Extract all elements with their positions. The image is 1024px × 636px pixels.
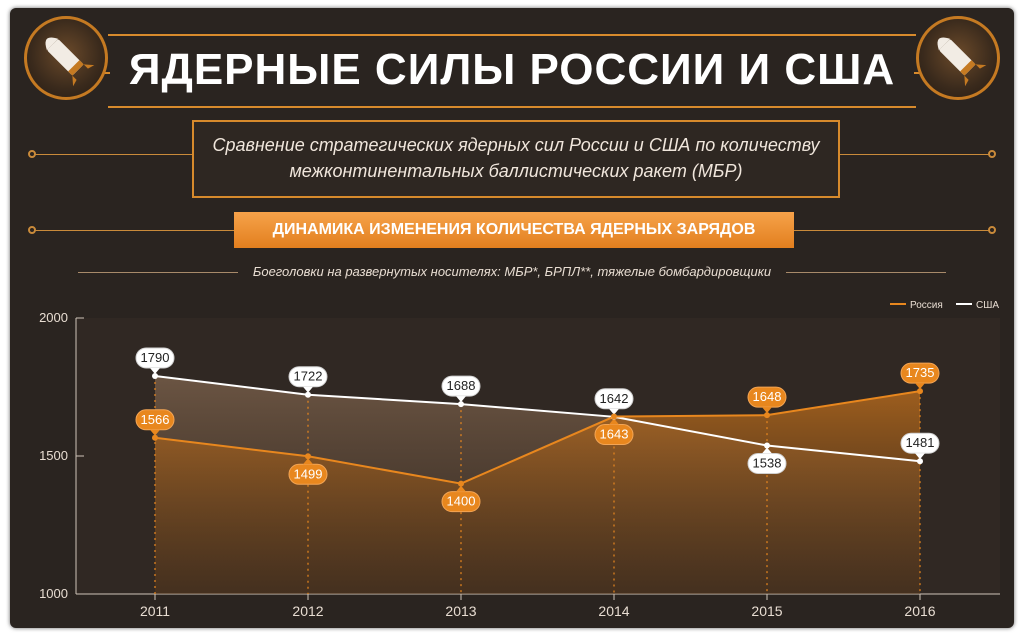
subtitle-left-rule [34,154,192,155]
russia-line [154,390,921,485]
usa-data-label-pointer [915,453,925,460]
x-tick-label: 2011 [140,603,170,619]
russia-point [458,480,464,487]
russia-point [611,413,617,420]
russia-data-label-pointer [609,418,619,425]
subtitle-line-1: Сравнение стратегических ядерных сил Рос… [212,135,820,155]
russia-area [155,391,920,594]
chart-subtitle-left-rule [78,272,238,273]
infographic-frame: ЯДЕРНЫЕ СИЛЫ РОССИИ И США Сравнение стр [10,8,1014,628]
legend-label-usa: США [976,300,999,311]
y-tick-label: 1000 [39,586,68,601]
usa-point [764,442,770,449]
usa-data-label: 1642 [600,391,629,406]
page-title: ЯДЕРНЫЕ СИЛЫ РОССИИ И США [128,45,896,94]
usa-point [152,372,158,379]
section-title: ДИНАМИКА ИЗМЕНЕНИЯ КОЛИЧЕСТВА ЯДЕРНЫХ ЗА… [272,221,756,238]
usa-data-label: 1790 [141,350,170,365]
rule-end-dot [28,150,36,158]
russia-data-label: 1643 [600,427,629,442]
chart-subtitle-right-rule [786,272,946,273]
russia-data-label-pointer [303,458,313,465]
subtitle-line-2: межконтинентальных баллистических ракет … [289,161,743,181]
x-tick-label: 2013 [445,603,476,619]
rule-end-dot [28,226,36,234]
usa-point [917,458,923,465]
y-tick-label: 1500 [39,448,68,463]
russia-data-label: 1499 [294,466,323,481]
russia-data-label-pointer [762,407,772,414]
russia-data-label: 1735 [906,365,935,380]
usa-data-label-pointer [762,447,772,454]
banner-right-rule [794,230,990,231]
x-tick-label: 2015 [751,603,782,619]
usa-data-label-pointer [150,367,160,374]
x-tick-label: 2012 [292,603,323,619]
usa-data-label-pointer [609,408,619,415]
usa-data-label-pointer [456,396,466,403]
chart-subtitle: Боеголовки на развернутых носителях: МБР… [252,264,772,279]
russia-data-label: 1400 [447,494,476,509]
russia-point [764,412,770,419]
usa-data-label: 1481 [906,435,935,450]
missile-icon [916,16,1000,100]
legend-label-russia: Россия [910,300,943,311]
russia-data-label-pointer [456,485,466,492]
russia-data-label-pointer [915,383,925,390]
usa-point [305,391,311,398]
subtitle: Сравнение стратегических ядерных сил Рос… [194,132,838,184]
russia-point [152,434,158,441]
rule-end-dot [988,226,996,234]
usa-data-label-pointer [303,386,313,393]
usa-data-label: 1688 [447,378,476,393]
y-tick-label: 2000 [39,310,68,325]
russia-point [305,453,311,460]
x-tick-label: 2014 [598,603,629,619]
usa-point [458,401,464,408]
rule-end-dot [988,150,996,158]
title-frame [108,34,916,108]
subtitle-right-rule [840,154,990,155]
banner-left-rule [34,230,234,231]
usa-data-label: 1538 [753,456,782,471]
usa-data-label: 1722 [294,369,323,384]
subtitle-box: Сравнение стратегических ядерных сил Рос… [192,120,840,198]
russia-point [917,388,923,395]
usa-line [154,374,921,463]
russia-data-label: 1566 [141,412,170,427]
missile-icon [24,16,108,100]
russia-data-label-pointer [150,429,160,436]
russia-data-label: 1648 [753,389,782,404]
section-banner: ДИНАМИКА ИЗМЕНЕНИЯ КОЛИЧЕСТВА ЯДЕРНЫХ ЗА… [234,212,794,248]
area-chart: 1000 1500 2000 2011 2012 2013 2014 2015 2016 1790… [39,300,1000,619]
x-tick-label: 2016 [904,603,935,619]
